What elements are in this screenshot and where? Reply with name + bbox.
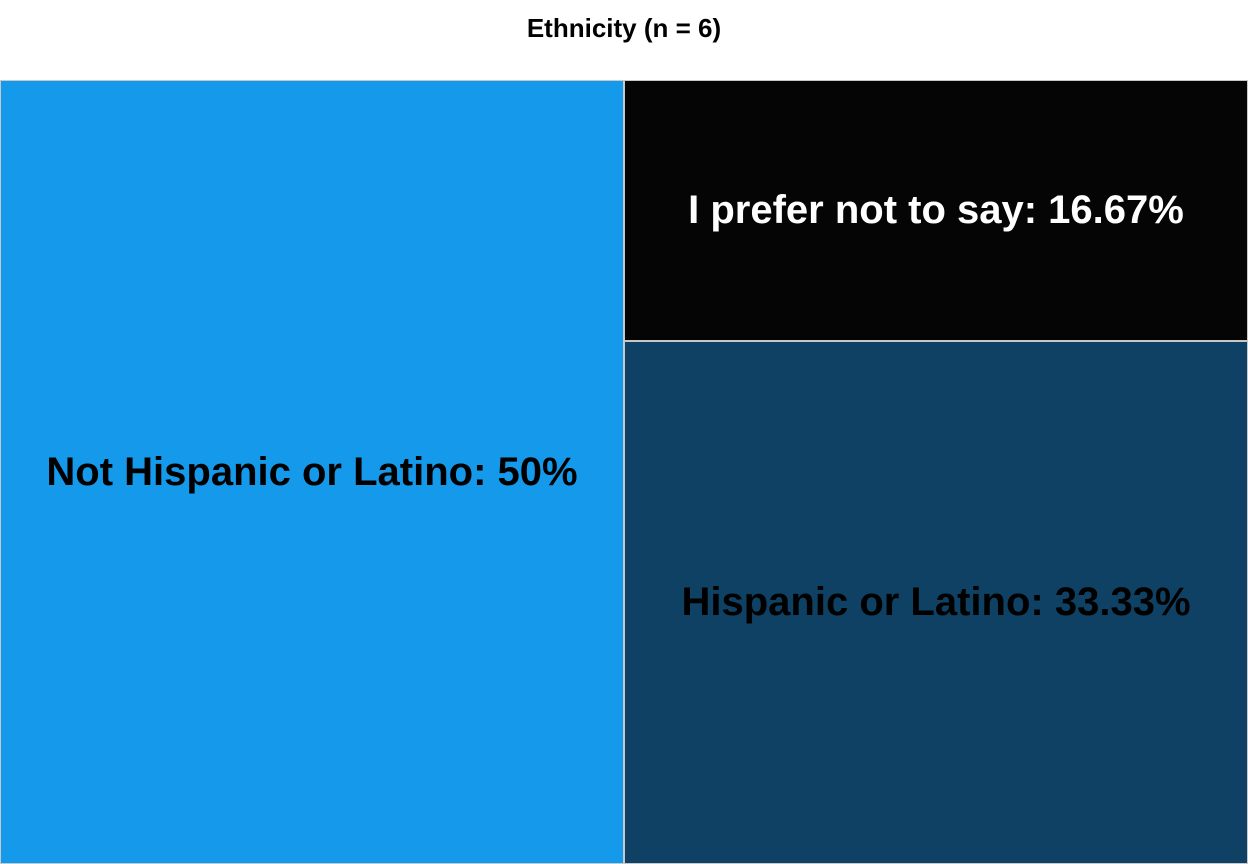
treemap-tile-i-prefer-not-to-say: I prefer not to say: 16.67% xyxy=(624,80,1248,341)
treemap-tile-not-hispanic-or-latino: Not Hispanic or Latino: 50% xyxy=(0,80,624,864)
treemap-tile-label: Hispanic or Latino: 33.33% xyxy=(681,580,1191,624)
chart-title: Ethnicity (n = 6) xyxy=(526,13,722,43)
treemap-plot-area: Not Hispanic or Latino: 50% I prefer not … xyxy=(0,80,1248,864)
treemap-tile-label: I prefer not to say: 16.67% xyxy=(688,188,1184,232)
treemap-tile-hispanic-or-latino: Hispanic or Latino: 33.33% xyxy=(624,341,1248,864)
treemap-tile-label: Not Hispanic or Latino: 50% xyxy=(46,449,578,494)
